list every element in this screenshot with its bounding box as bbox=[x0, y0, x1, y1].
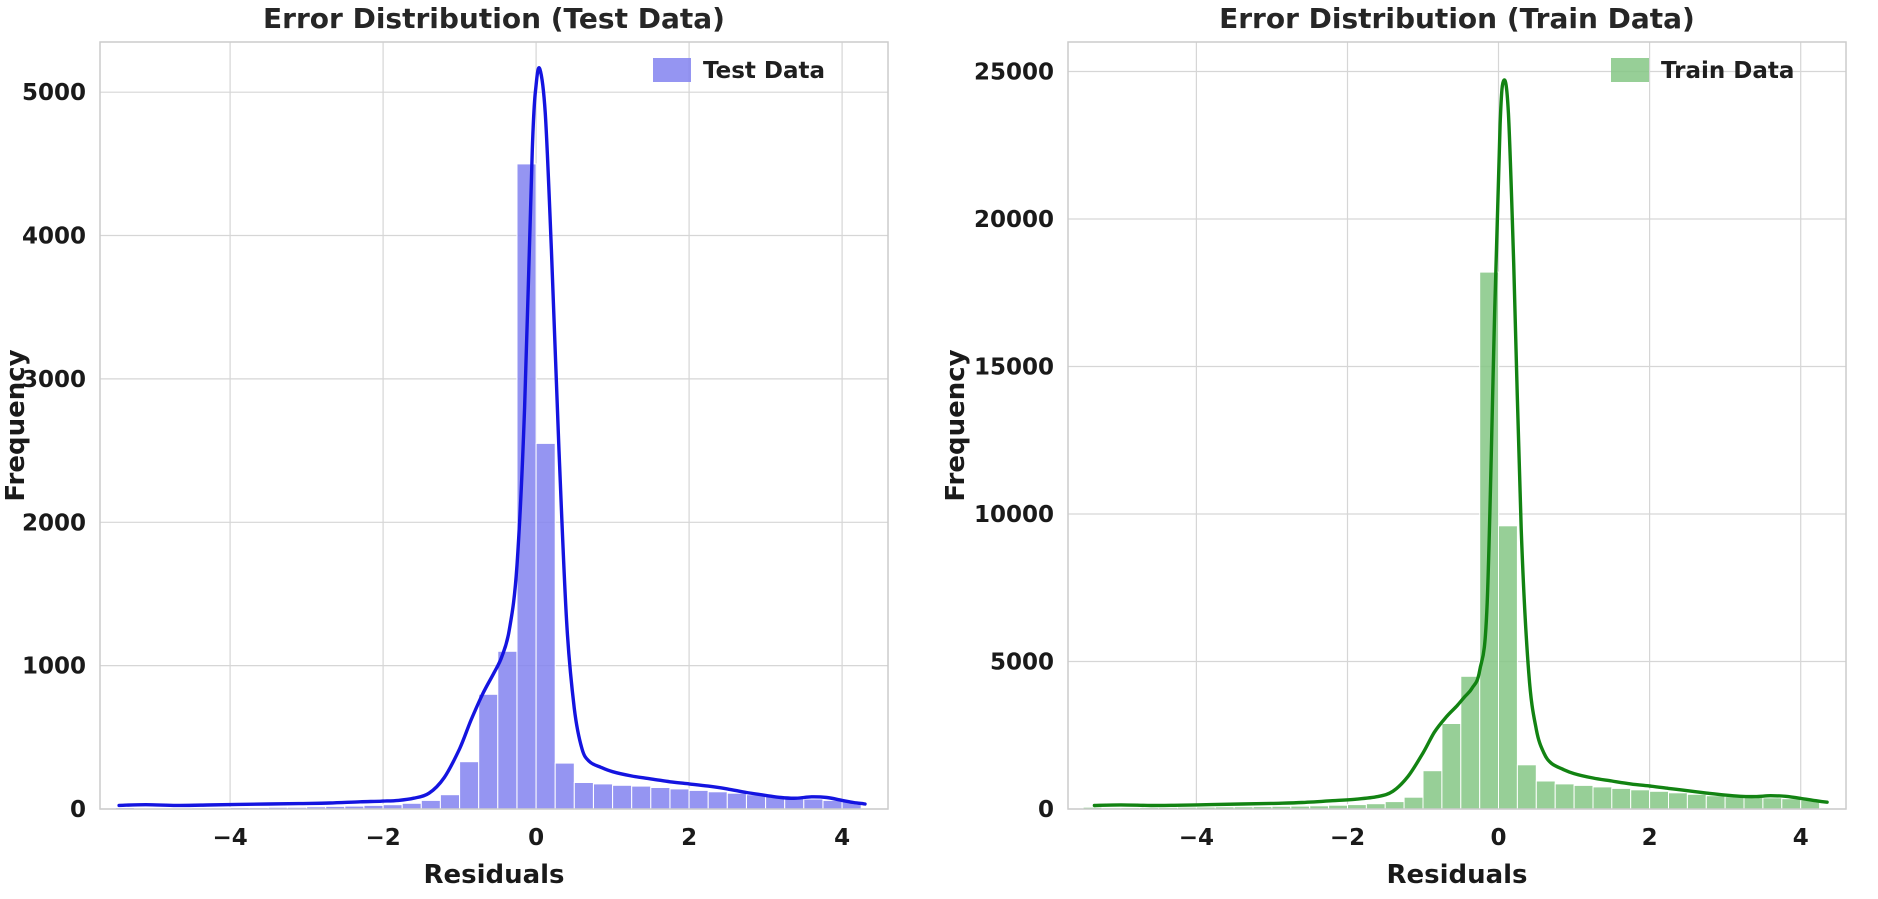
histogram-bar bbox=[688, 789, 709, 810]
histogram-bar bbox=[1365, 803, 1386, 810]
y-tick-label: 15000 bbox=[974, 355, 1054, 381]
y-tick-label: 3000 bbox=[22, 367, 86, 393]
histogram-bar bbox=[497, 650, 518, 810]
y-tick-label: 10000 bbox=[974, 502, 1054, 528]
histogram-bar bbox=[822, 799, 843, 810]
x-tick-label: 2 bbox=[681, 825, 697, 851]
histogram-bar bbox=[726, 792, 747, 810]
histogram-bar bbox=[1649, 790, 1669, 810]
plot-border bbox=[1067, 41, 1847, 810]
histogram-bar bbox=[478, 693, 499, 810]
histogram-bar bbox=[573, 782, 594, 810]
histogram-bar bbox=[707, 791, 728, 810]
legend: Train Data bbox=[1611, 58, 1794, 84]
y-axis-label: Frequency bbox=[941, 349, 971, 501]
histogram-bar bbox=[612, 784, 633, 810]
plot-background bbox=[100, 42, 888, 809]
histogram-bar bbox=[1592, 786, 1613, 810]
histogram-bar bbox=[593, 783, 614, 810]
x-axis-label: Residuals bbox=[423, 860, 564, 890]
x-tick-label: 0 bbox=[1490, 825, 1506, 851]
histogram-bar bbox=[1554, 783, 1575, 810]
x-tick-label: 0 bbox=[528, 825, 544, 851]
histogram-bar bbox=[1535, 780, 1556, 810]
x-tick-label: 4 bbox=[1793, 825, 1809, 851]
y-tick-label: 5000 bbox=[990, 650, 1054, 676]
histogram-bar bbox=[535, 442, 556, 810]
chart-title: Error Distribution (Train Data) bbox=[1219, 2, 1695, 35]
x-tick-label: 2 bbox=[1642, 825, 1658, 851]
y-tick-label: 20000 bbox=[974, 207, 1054, 233]
x-tick-label: −2 bbox=[365, 825, 400, 851]
y-tick-label: 0 bbox=[1038, 797, 1054, 823]
legend-swatch bbox=[653, 58, 691, 82]
plot-background bbox=[1068, 42, 1846, 809]
chart-svg: 0 5000 10000 15000 20000 25000 −4 −2 0 2 4 Residual… bbox=[941, 2, 1847, 890]
y-axis-label: Frequency bbox=[1, 349, 31, 501]
y-tick-label: 1000 bbox=[22, 654, 86, 680]
histogram-bar bbox=[1611, 787, 1632, 810]
histogram-bar bbox=[1668, 792, 1688, 810]
y-tick-label: 2000 bbox=[22, 510, 86, 536]
plot-border bbox=[99, 41, 889, 810]
histogram-bar bbox=[1705, 795, 1726, 810]
histogram-bar bbox=[459, 761, 480, 810]
chart-panel-test: 0 1000 2000 3000 4000 5000 −4 −2 0 2 4 Residuals Fre… bbox=[0, 0, 920, 899]
x-tick-label: −4 bbox=[212, 825, 247, 851]
chart-svg: 0 1000 2000 3000 4000 5000 −4 −2 0 2 4 Residuals Fre… bbox=[1, 2, 889, 890]
histogram-bar bbox=[1686, 793, 1707, 810]
histogram-bar bbox=[1441, 723, 1462, 810]
histogram-bar bbox=[1724, 796, 1745, 810]
histogram-bar bbox=[554, 762, 575, 810]
histogram-bar bbox=[803, 798, 824, 810]
histogram-bar bbox=[1422, 770, 1443, 810]
histogram-bar bbox=[1384, 801, 1405, 810]
kde-line bbox=[1092, 78, 1829, 808]
x-tick-label: −4 bbox=[1179, 825, 1214, 851]
chart-panel-train: 0 5000 10000 15000 20000 25000 −4 −2 0 2 4 Residual… bbox=[920, 0, 1878, 899]
histogram-bar bbox=[401, 802, 422, 810]
histogram-bar bbox=[1781, 798, 1802, 810]
x-axis-label: Residuals bbox=[1386, 860, 1527, 890]
y-tick-label: 25000 bbox=[974, 60, 1054, 86]
legend-swatch bbox=[1611, 58, 1649, 82]
histogram-bar bbox=[669, 788, 690, 810]
x-tick-label: −2 bbox=[1330, 825, 1365, 851]
legend-label: Test Data bbox=[703, 58, 825, 84]
legend-label: Train Data bbox=[1661, 58, 1794, 84]
histogram-bar bbox=[1498, 525, 1518, 810]
legend: Test Data bbox=[653, 58, 825, 84]
histogram-bar bbox=[1743, 796, 1764, 810]
histogram-bar bbox=[746, 794, 767, 810]
histogram-bar bbox=[1516, 764, 1537, 810]
chart-title: Error Distribution (Test Data) bbox=[263, 2, 725, 35]
y-tick-label: 5000 bbox=[22, 80, 86, 106]
y-tick-label: 4000 bbox=[22, 224, 86, 250]
histogram-bar bbox=[1630, 789, 1651, 810]
histogram-bar bbox=[1762, 797, 1783, 810]
histogram-bar bbox=[631, 785, 652, 810]
x-tick-label: 4 bbox=[834, 825, 850, 851]
histogram-bar bbox=[1403, 796, 1424, 810]
histogram-bar bbox=[1573, 784, 1594, 810]
y-tick-label: 0 bbox=[70, 797, 86, 823]
histogram-bar bbox=[420, 799, 441, 810]
kde-line bbox=[117, 66, 867, 808]
histogram-bar bbox=[650, 787, 671, 810]
histogram-bar bbox=[439, 794, 460, 810]
